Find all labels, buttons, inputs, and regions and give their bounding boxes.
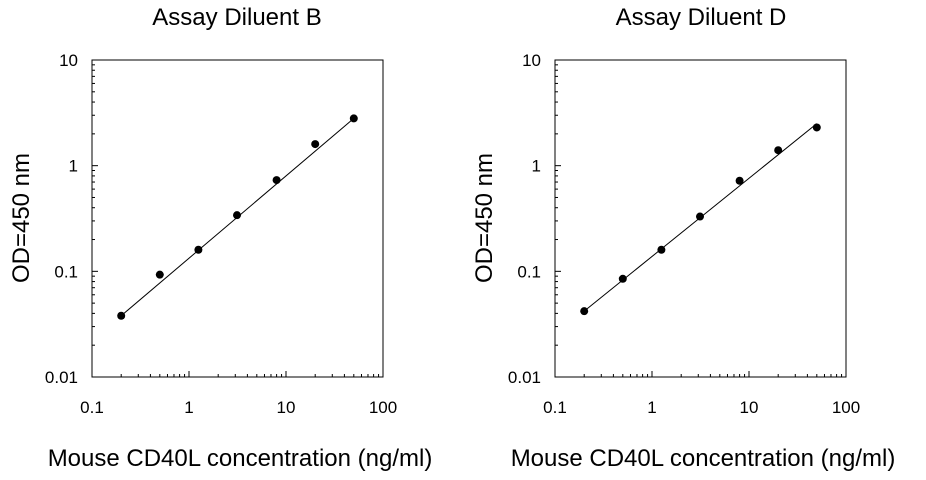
- data-point: [812, 123, 821, 132]
- data-point: [657, 245, 666, 254]
- y-tick-label: 1: [532, 157, 541, 176]
- y-tick-label: 0.1: [54, 262, 78, 281]
- x-tick-label: 1: [647, 398, 656, 417]
- data-point: [194, 245, 203, 254]
- data-point: [618, 274, 627, 283]
- y-tick-label: 0.01: [508, 368, 541, 387]
- plot-frame: [554, 59, 847, 378]
- x-tick-label: 0.1: [80, 398, 104, 417]
- x-tick-label: 1: [184, 398, 193, 417]
- data-point: [155, 270, 164, 279]
- data-point: [117, 311, 126, 320]
- chart-panel-right: 0.1 1 10 100 0.01 0.1 1 10 Assay Diluent D OD=4…: [463, 0, 926, 480]
- y-tick-label: 10: [522, 51, 541, 70]
- x-tick-label: 10: [740, 398, 759, 417]
- x-tick-label: 0.1: [543, 398, 567, 417]
- y-tick-label: 0.1: [517, 262, 541, 281]
- y-tick-label: 10: [59, 51, 78, 70]
- data-point: [233, 211, 242, 220]
- x-axis-label: Mouse CD40L concentration (ng/ml): [47, 445, 433, 472]
- y-tick-label: 1: [69, 157, 78, 176]
- data-point: [696, 212, 705, 221]
- y-tick-label: 0.01: [45, 368, 78, 387]
- y-axis-label: OD=450 nm: [8, 152, 35, 284]
- chart-panel-left: 0.1 1 10 100 0.01 0.1 1 10 Assay Diluent B OD=4…: [8, 4, 433, 472]
- x-tick-label: 100: [832, 398, 860, 417]
- data-point: [349, 114, 358, 123]
- x-tick-label: 10: [277, 398, 296, 417]
- data-point: [580, 307, 589, 316]
- data-point: [774, 146, 783, 155]
- y-axis-label: OD=450 nm: [471, 152, 498, 284]
- data-point: [735, 176, 744, 185]
- chart-title: Assay Diluent D: [615, 4, 787, 31]
- x-tick-label: 100: [369, 398, 397, 417]
- plot-frame: [91, 59, 384, 378]
- chart-title: Assay Diluent B: [152, 4, 322, 31]
- x-axis-label: Mouse CD40L concentration (ng/ml): [510, 445, 896, 472]
- data-point: [311, 140, 320, 149]
- data-point: [272, 176, 281, 185]
